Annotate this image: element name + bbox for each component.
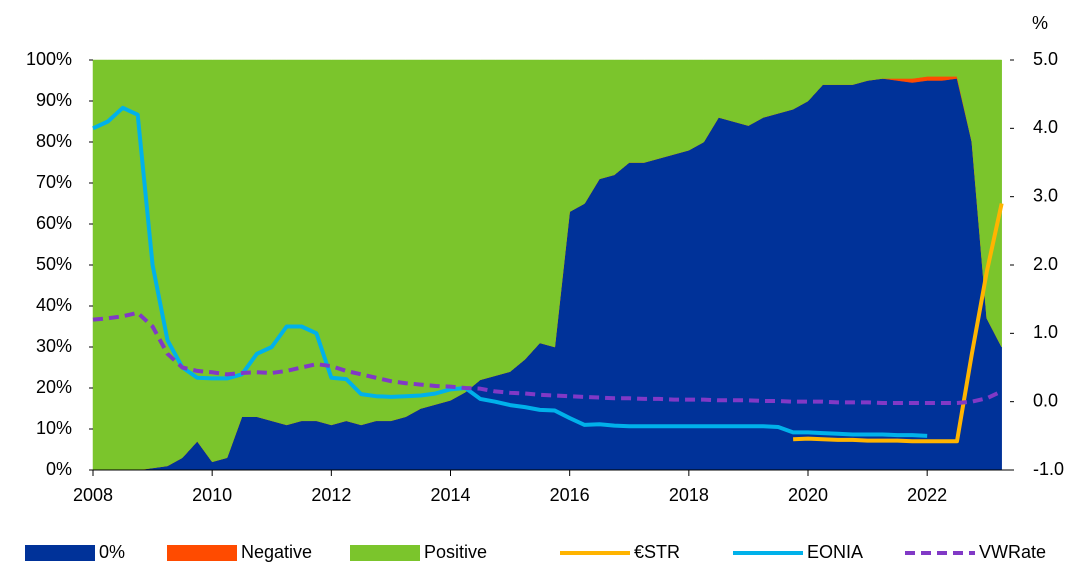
y-tick-label: 40% [36,295,72,315]
x-tick-label: 2016 [550,485,590,505]
legend-swatch [350,545,420,561]
x-tick-label: 2012 [311,485,351,505]
x-tick-label: 2008 [73,485,113,505]
y-tick-label: 50% [36,254,72,274]
y-tick-label: 90% [36,90,72,110]
legend-swatch [167,545,237,561]
y2-tick-label: -1.0 [1033,459,1064,479]
x-tick-label: 2014 [430,485,470,505]
y2-tick-label: 4.0 [1033,117,1058,137]
line [92,310,1003,406]
legend-label: €STR [634,542,680,562]
y-tick-label: 70% [36,172,72,192]
legend-label: VWRate [979,542,1046,562]
y-tick-label: 10% [36,418,72,438]
legend-swatch [25,545,95,561]
area [92,59,1002,471]
y-tick-label: 0% [46,459,72,479]
line [92,105,928,438]
y-tick-label: 60% [36,213,72,233]
x-tick-label: 2022 [907,485,947,505]
y-tick-label: 80% [36,131,72,151]
y-tick-label: 30% [36,336,72,356]
y-tick-label: 20% [36,377,72,397]
legend-label: Negative [241,542,312,562]
line [793,203,1004,444]
y2-tick-label: 0.0 [1033,390,1058,410]
x-tick-label: 2020 [788,485,828,505]
legend-label: Positive [424,542,487,562]
y2-tick-label: 2.0 [1033,254,1058,274]
legend-label: 0% [99,542,125,562]
y2-tick-label: 5.0 [1033,49,1058,69]
y2-axis-label: % [1032,13,1048,33]
x-tick-label: 2018 [669,485,709,505]
x-tick-label: 2010 [192,485,232,505]
legend-label: EONIA [807,542,863,562]
y2-tick-label: 3.0 [1033,185,1058,205]
y2-tick-label: 1.0 [1033,322,1058,342]
y-tick-label: 100% [26,49,72,69]
